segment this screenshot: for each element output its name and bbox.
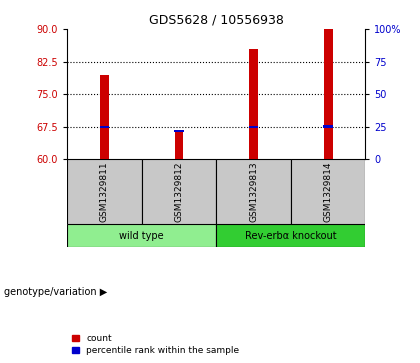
Text: GSM1329811: GSM1329811 <box>100 162 109 222</box>
Bar <box>175 130 184 159</box>
Bar <box>67 159 142 224</box>
Bar <box>216 224 365 247</box>
Bar <box>174 130 184 132</box>
Bar <box>323 126 333 128</box>
Bar <box>324 29 333 159</box>
Bar <box>100 126 109 129</box>
Text: GSM1329812: GSM1329812 <box>175 162 184 222</box>
Bar <box>216 159 291 224</box>
Text: GSM1329814: GSM1329814 <box>324 162 333 222</box>
Text: Rev-erbα knockout: Rev-erbα knockout <box>245 231 337 241</box>
Legend: count, percentile rank within the sample: count, percentile rank within the sample <box>72 334 239 355</box>
Bar <box>142 159 216 224</box>
Bar <box>249 126 258 129</box>
Bar <box>67 224 216 247</box>
Bar <box>291 159 365 224</box>
Text: wild type: wild type <box>119 231 164 241</box>
Bar <box>249 49 258 159</box>
Title: GDS5628 / 10556938: GDS5628 / 10556938 <box>149 13 284 26</box>
Text: genotype/variation ▶: genotype/variation ▶ <box>4 287 108 297</box>
Text: GSM1329813: GSM1329813 <box>249 162 258 222</box>
Bar <box>100 75 109 159</box>
